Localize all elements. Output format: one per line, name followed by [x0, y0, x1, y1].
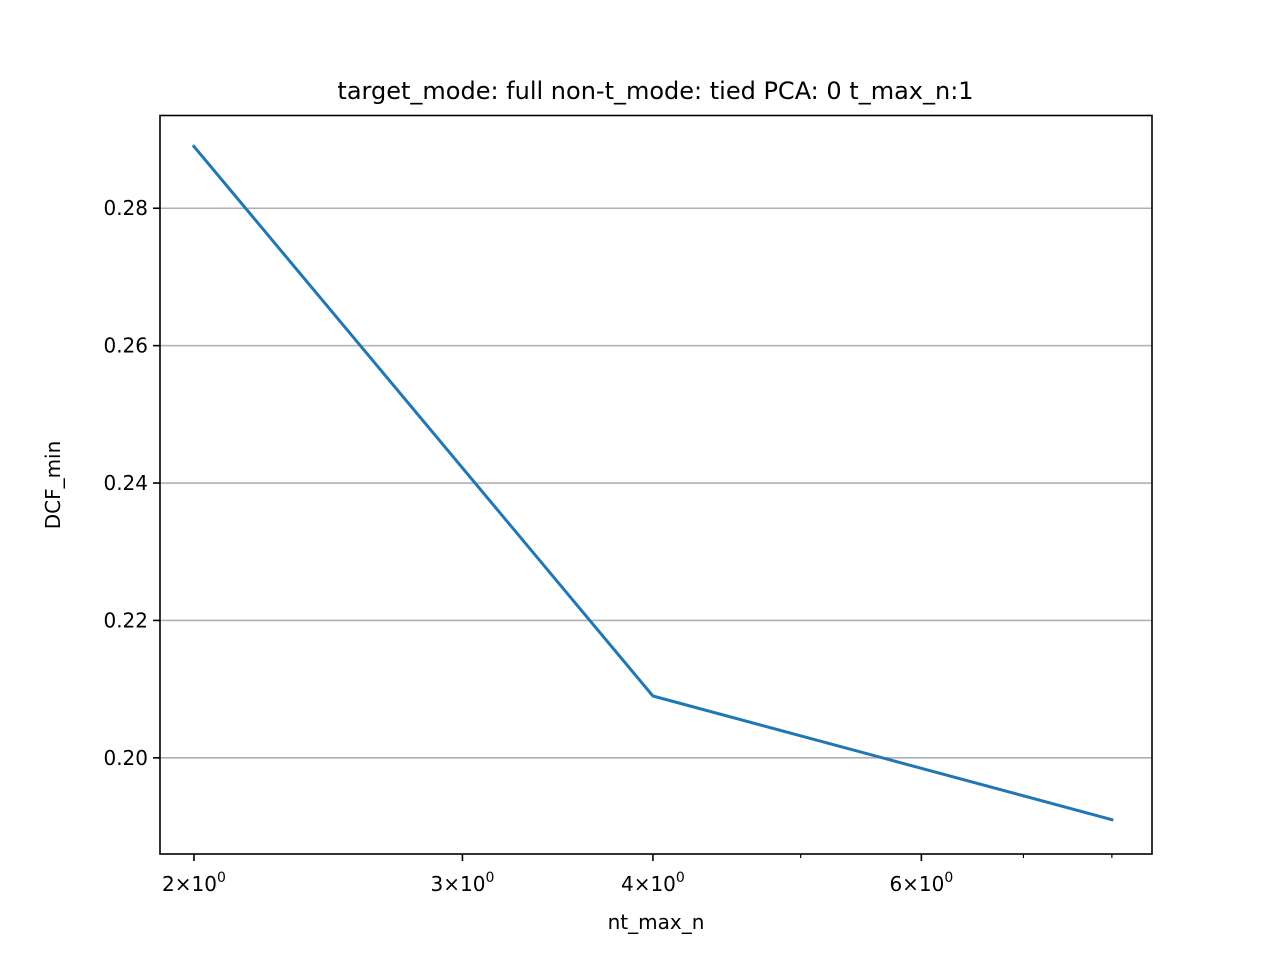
grid-lines [160, 207, 1152, 759]
x-tick-label: 6×100 [889, 870, 953, 896]
y-axis-ticks: 0.20 0.22 0.24 0.26 0.28 [103, 196, 160, 770]
y-axis-label: DCF_min [41, 441, 65, 530]
series-line [191, 144, 1114, 822]
series-layer [191, 144, 1114, 822]
y-tick-label: 0.28 [103, 196, 148, 220]
x-axis-label: nt_max_n [608, 910, 705, 934]
y-tick-label: 0.20 [103, 746, 148, 770]
y-tick-label: 0.22 [103, 608, 148, 632]
x-tick-label: 3×100 [431, 870, 495, 896]
chart-title: target_mode: full non-t_mode: tied PCA: … [337, 77, 973, 105]
y-tick-label: 0.24 [103, 471, 148, 495]
x-tick-label: 2×100 [162, 870, 226, 896]
y-tick-label: 0.26 [103, 334, 148, 358]
plot-frame [159, 114, 1153, 855]
x-axis-ticks: 2×100 3×100 4×100 6×100 [162, 854, 1113, 896]
x-tick-label: 4×100 [621, 870, 685, 896]
